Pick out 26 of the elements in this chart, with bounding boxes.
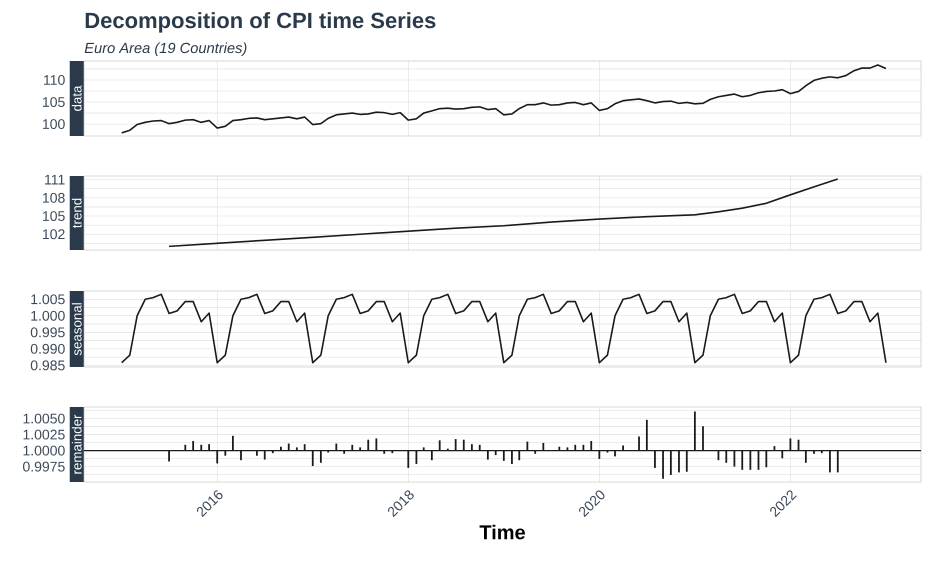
y-tick-label: 0.990 bbox=[30, 344, 65, 354]
y-tick-label: 100 bbox=[43, 119, 65, 130]
line-series bbox=[168, 178, 839, 248]
y-tick-label: 1.005 bbox=[31, 294, 65, 304]
line-series bbox=[120, 294, 887, 364]
y-tick-label: 102 bbox=[43, 229, 65, 240]
y-tick-label: 108 bbox=[43, 192, 65, 203]
y-tick-label: 110 bbox=[44, 75, 65, 85]
y-tick-label: 1.0025 bbox=[24, 430, 65, 440]
y-axis-title: data bbox=[72, 86, 82, 111]
chart-subtitle: Euro Area (19 Countries) bbox=[84, 42, 246, 56]
y-tick-label: 105 bbox=[43, 97, 65, 107]
x-axis-title: Time bbox=[480, 524, 525, 540]
y-tick-label: 0.985 bbox=[30, 360, 65, 370]
y-tick-label: 1.000 bbox=[31, 310, 65, 321]
chart-title: Decomposition of CPI time Series bbox=[86, 12, 436, 33]
line-series bbox=[120, 64, 887, 134]
y-tick-label: 1.0000 bbox=[24, 446, 65, 456]
y-tick-label: 111 bbox=[45, 174, 65, 184]
y-axis-title: remainder bbox=[72, 414, 82, 474]
y-tick-label: 0.995 bbox=[30, 327, 65, 338]
y-axis-title: trend bbox=[72, 198, 82, 228]
y-tick-label: 105 bbox=[43, 211, 65, 222]
y-axis-title: seasonal bbox=[72, 303, 82, 356]
y-tick-label: 1.0050 bbox=[24, 414, 65, 424]
y-tick-label: 0.9975 bbox=[23, 462, 65, 472]
